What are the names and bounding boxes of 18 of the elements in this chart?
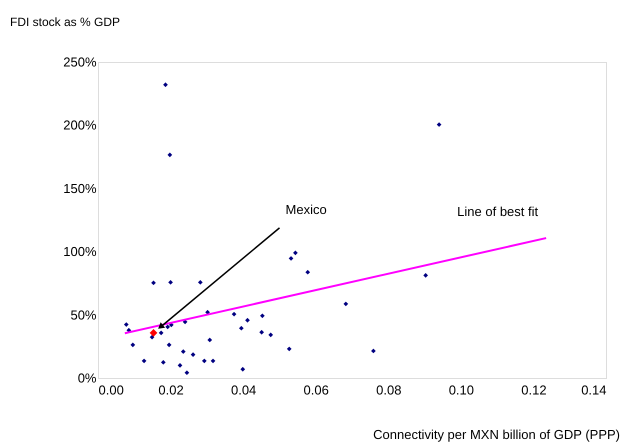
x-tick-label: 0.10 bbox=[448, 382, 474, 398]
x-tick-label: 0.06 bbox=[304, 382, 329, 398]
y-tick-label: 150% bbox=[63, 180, 97, 196]
y-tick-label: 100% bbox=[63, 244, 97, 260]
series-label: Line of best fit bbox=[457, 204, 539, 220]
y-tick-label: 200% bbox=[63, 118, 97, 133]
y-tick-label: 0% bbox=[78, 370, 97, 386]
y-tick-label: 50% bbox=[70, 307, 97, 322]
y-tick-label: 250% bbox=[63, 54, 97, 70]
x-tick-label: 0.14 bbox=[581, 382, 606, 398]
x-tick-label: 0.02 bbox=[158, 382, 184, 398]
x-tick-label: 0.04 bbox=[230, 382, 256, 398]
x-axis-title: Connectivity per MXN billion of GDP (PPP) bbox=[373, 427, 620, 442]
x-tick-label: 0.00 bbox=[98, 382, 124, 398]
x-tick-label: 0.08 bbox=[376, 382, 402, 398]
x-tick-label: 0.12 bbox=[521, 382, 547, 398]
y-axis-title: FDI stock as % GDP bbox=[10, 15, 120, 29]
annotation: Mexico bbox=[286, 202, 327, 217]
